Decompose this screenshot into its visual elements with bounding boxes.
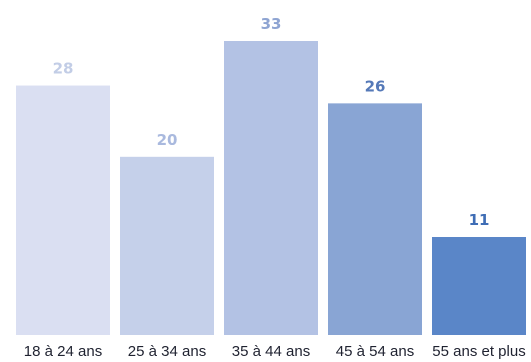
- category-label-4: 45 à 54 ans: [336, 343, 414, 360]
- bar-1: [16, 85, 110, 335]
- bar-4: [328, 103, 422, 335]
- category-labels-group: 18 à 24 ans 25 à 34 ans 35 à 44 ans 45 à 54…: [24, 343, 526, 360]
- bar-5: [432, 237, 526, 335]
- value-labels-group: 28 20 33 26 11: [53, 15, 490, 229]
- value-label-1: 28: [53, 60, 74, 78]
- value-label-2: 20: [157, 131, 178, 149]
- category-label-1: 18 à 24 ans: [24, 343, 102, 360]
- value-label-4: 26: [365, 77, 386, 95]
- value-label-5: 11: [469, 211, 490, 229]
- category-label-3: 35 à 44 ans: [232, 343, 310, 360]
- category-label-5: 55 ans et plus: [432, 343, 525, 360]
- bars-group: [16, 41, 526, 335]
- bar-3: [224, 41, 318, 335]
- category-label-2: 25 à 34 ans: [128, 343, 206, 360]
- bar-2: [120, 156, 214, 335]
- value-label-3: 33: [261, 15, 282, 33]
